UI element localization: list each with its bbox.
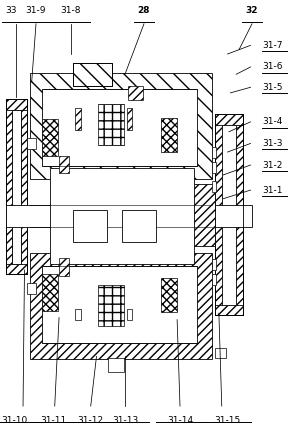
Bar: [98, 285, 124, 326]
Bar: [215, 114, 243, 125]
Bar: [27, 283, 36, 294]
Text: 33: 33: [6, 6, 17, 15]
Bar: [42, 89, 197, 166]
Text: 31-10: 31-10: [1, 416, 28, 425]
Bar: [73, 63, 112, 86]
Bar: [128, 86, 143, 100]
Bar: [42, 274, 58, 311]
Bar: [42, 266, 197, 343]
Bar: [192, 184, 215, 246]
Bar: [27, 138, 36, 149]
Bar: [12, 110, 21, 264]
Text: 31-11: 31-11: [40, 416, 67, 425]
Text: 32: 32: [246, 6, 258, 15]
Bar: [212, 147, 216, 158]
Bar: [212, 259, 216, 270]
Bar: [215, 348, 226, 358]
Bar: [127, 309, 132, 320]
Bar: [161, 118, 177, 152]
Text: 31-12: 31-12: [78, 416, 104, 425]
Bar: [98, 104, 124, 145]
Bar: [6, 264, 27, 274]
Bar: [215, 114, 243, 315]
Text: 31-14: 31-14: [167, 416, 193, 425]
Bar: [122, 210, 156, 242]
Text: 31-5: 31-5: [262, 83, 283, 92]
Bar: [75, 309, 81, 320]
Bar: [6, 99, 12, 274]
Bar: [21, 99, 27, 274]
Bar: [50, 168, 194, 264]
Bar: [6, 99, 27, 110]
Bar: [6, 99, 27, 274]
Text: 31-6: 31-6: [262, 63, 283, 71]
Bar: [75, 108, 81, 130]
Text: 31-8: 31-8: [60, 6, 81, 15]
Text: 31-3: 31-3: [262, 139, 283, 148]
Bar: [108, 358, 124, 372]
Text: 31-13: 31-13: [112, 416, 139, 425]
Bar: [212, 162, 216, 173]
Bar: [59, 258, 69, 276]
Bar: [6, 205, 252, 227]
Text: 31-2: 31-2: [262, 161, 283, 169]
Text: 31-15: 31-15: [214, 416, 241, 425]
Text: 31-4: 31-4: [262, 118, 283, 126]
Text: 28: 28: [138, 6, 150, 15]
Bar: [215, 114, 222, 315]
Bar: [212, 274, 216, 285]
Bar: [215, 305, 243, 315]
Bar: [127, 108, 132, 130]
Bar: [73, 63, 112, 86]
Bar: [161, 278, 177, 312]
Bar: [73, 210, 107, 242]
Bar: [42, 119, 58, 156]
Text: 31-9: 31-9: [26, 6, 46, 15]
Bar: [212, 181, 216, 192]
Text: 31-1: 31-1: [262, 186, 283, 194]
Bar: [236, 114, 243, 315]
Bar: [30, 73, 212, 179]
Bar: [59, 156, 69, 173]
Text: 31-7: 31-7: [262, 41, 283, 50]
Bar: [30, 253, 212, 359]
